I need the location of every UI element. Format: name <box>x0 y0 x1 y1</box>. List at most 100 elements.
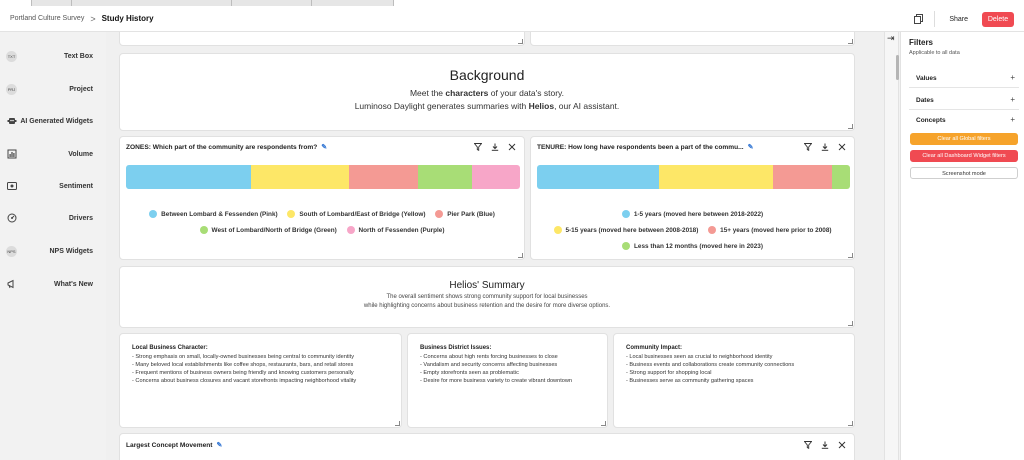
close-icon[interactable] <box>837 142 846 151</box>
legend-item[interactable]: North of Fessenden (Purple) <box>346 226 444 234</box>
resize-handle[interactable] <box>518 39 523 44</box>
filter-icon[interactable] <box>473 142 482 151</box>
bar-segment[interactable] <box>250 165 350 189</box>
filter-section-dates[interactable]: Dates + <box>909 92 1019 110</box>
legend-item[interactable]: Less than 12 months (moved here in 2023) <box>622 242 763 250</box>
clear-global-filters-button[interactable]: Clear all Global filters <box>910 133 1018 145</box>
legend-item[interactable]: 5-15 years (moved here between 2008-2018… <box>553 226 698 234</box>
edit-pencil-icon[interactable]: ✎ <box>321 144 328 151</box>
collapse-filters-icon[interactable]: ⇥ <box>887 33 895 43</box>
breadcrumb-project[interactable]: Portland Culture Survey <box>10 15 85 22</box>
resize-handle[interactable] <box>395 421 400 426</box>
plus-icon[interactable]: + <box>1010 73 1015 82</box>
plus-icon[interactable]: + <box>1010 115 1015 124</box>
bar-segment[interactable] <box>537 165 660 189</box>
legend-item[interactable]: South of Lombard/East of Bridge (Yellow) <box>287 210 425 218</box>
bar-segment[interactable] <box>349 165 419 189</box>
screenshot-mode-button[interactable]: Screenshot mode <box>910 167 1018 179</box>
insight-card[interactable]: Community Impact: - Local businesses see… <box>613 333 855 428</box>
filter-section-concepts[interactable]: Concepts + <box>909 112 1019 130</box>
insight-card[interactable]: Local Business Character: - Strong empha… <box>119 333 402 428</box>
legend-item[interactable]: Between Lombard & Fessenden (Pink) <box>149 210 278 218</box>
tab[interactable] <box>312 0 394 6</box>
sidebar-item-sentiment[interactable]: Sentiment <box>0 176 106 196</box>
sidebar-item-ai-generated-widgets[interactable]: AI Generated Widgets <box>0 111 106 131</box>
vertical-scrollbar[interactable] <box>884 32 899 460</box>
text-box-icon: TXT <box>6 50 17 62</box>
widget-title: Largest Concept Movement ✎ <box>126 442 223 449</box>
widget-sidebar: TXT Text Box PRJ Project AI Generated Wi… <box>0 32 106 460</box>
filter-icon[interactable] <box>803 440 812 449</box>
resize-handle[interactable] <box>848 421 853 426</box>
tab[interactable] <box>32 0 72 6</box>
resize-handle[interactable] <box>848 253 853 258</box>
plus-icon[interactable]: + <box>1010 95 1015 104</box>
ai-widgets-icon <box>6 116 17 127</box>
sidebar-item-text-box[interactable]: TXT Text Box <box>0 46 106 66</box>
background-card[interactable]: Background Meet the characters of your d… <box>119 53 855 131</box>
legend-item[interactable]: Pier Park (Blue) <box>435 210 495 218</box>
tab-active[interactable] <box>14 0 32 6</box>
clear-dashboard-filters-button[interactable]: Clear all Dashboard Widget filters <box>910 150 1018 162</box>
tenure-widget[interactable]: TENURE: How long have respondents been a… <box>530 136 855 260</box>
resize-handle[interactable] <box>601 421 606 426</box>
legend-item[interactable]: West of Lombard/North of Bridge (Green) <box>199 226 337 234</box>
legend-dot <box>435 210 444 218</box>
sidebar-item-drivers[interactable]: Drivers <box>0 208 106 228</box>
edit-pencil-icon[interactable]: ✎ <box>216 442 223 449</box>
insight-line: - Local businesses seen as crucial to ne… <box>626 354 773 360</box>
copy-icon[interactable] <box>912 13 924 25</box>
bar-segment[interactable] <box>772 165 832 189</box>
insight-card[interactable]: Business District Issues: - Concerns abo… <box>407 333 608 428</box>
resize-handle[interactable] <box>518 253 523 258</box>
sidebar-item-project[interactable]: PRJ Project <box>0 79 106 99</box>
download-icon[interactable] <box>820 440 829 449</box>
widget-card[interactable] <box>119 32 525 46</box>
legend-row: 5-15 years (moved here between 2008-2018… <box>531 226 854 236</box>
background-line-1: Meet the characters of your data's story… <box>409 88 565 98</box>
filters-title: Filters <box>909 38 934 47</box>
background-line-2: Luminoso Daylight generates summaries wi… <box>354 101 620 111</box>
close-icon[interactable] <box>837 440 846 449</box>
close-icon[interactable] <box>507 142 516 151</box>
filters-subtitle: Applicable to all data <box>909 50 960 56</box>
dashboard-canvas: Background Meet the characters of your d… <box>106 32 884 460</box>
share-button[interactable]: Share <box>945 15 972 23</box>
megaphone-icon <box>6 279 17 290</box>
widget-card[interactable] <box>530 32 855 46</box>
download-icon[interactable] <box>490 142 499 151</box>
scrollbar-thumb[interactable] <box>896 55 899 80</box>
sidebar-item-whats-new[interactable]: What's New <box>0 274 106 294</box>
legend-item[interactable]: 1-5 years (moved here between 2018-2022) <box>621 210 763 218</box>
edit-pencil-icon[interactable]: ✎ <box>747 144 754 151</box>
tab-strip <box>0 0 1024 6</box>
tab[interactable] <box>232 0 312 6</box>
insight-line: - Strong emphasis on small, locally-owne… <box>132 354 354 360</box>
legend-dot <box>621 210 630 218</box>
resize-handle[interactable] <box>848 39 853 44</box>
widget-title: TENURE: How long have respondents been a… <box>537 144 754 151</box>
legend-item[interactable]: 15+ years (moved here prior to 2008) <box>708 226 832 234</box>
filter-icon[interactable] <box>803 142 812 151</box>
zones-widget[interactable]: ZONES: Which part of the community are r… <box>119 136 525 260</box>
resize-handle[interactable] <box>848 321 853 326</box>
filter-section-values[interactable]: Values + <box>909 70 1019 88</box>
tab[interactable] <box>72 0 232 6</box>
helios-summary-card[interactable]: Helios' Summary The overall sentiment sh… <box>119 266 855 328</box>
filters-panel: Filters Applicable to all data Values + … <box>900 32 1024 460</box>
legend-dot <box>149 210 158 218</box>
insight-line: - Business events and collaborations cre… <box>626 362 795 368</box>
bar-segment[interactable] <box>659 165 773 189</box>
download-icon[interactable] <box>820 142 829 151</box>
delete-button[interactable]: Delete <box>982 11 1014 27</box>
bar-segment[interactable] <box>831 165 850 189</box>
helios-summary-line: The overall sentiment shows strong commu… <box>386 294 588 300</box>
resize-handle[interactable] <box>848 124 853 129</box>
sidebar-item-volume[interactable]: Volume <box>0 144 106 164</box>
filter-section-label: Values <box>916 75 937 82</box>
largest-concept-movement-widget[interactable]: Largest Concept Movement ✎ <box>119 433 855 460</box>
bar-segment[interactable] <box>471 165 520 189</box>
bar-segment[interactable] <box>418 165 472 189</box>
sidebar-item-nps-widgets[interactable]: NPS NPS Widgets <box>0 241 106 261</box>
bar-segment[interactable] <box>126 165 251 189</box>
